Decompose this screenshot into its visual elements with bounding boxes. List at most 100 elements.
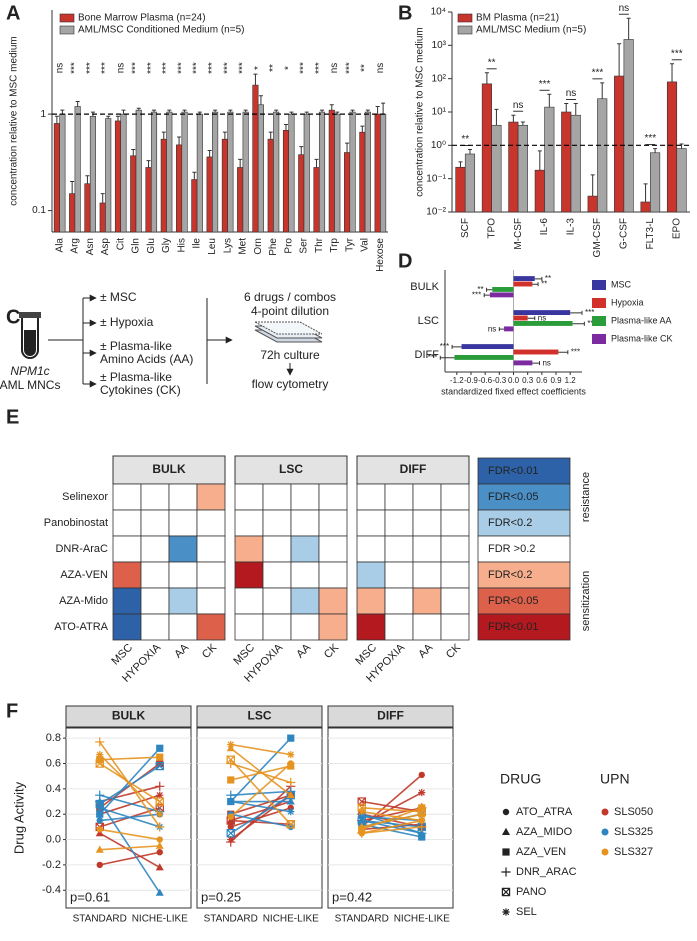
error-bar	[547, 93, 552, 108]
heatmap-cell	[112, 561, 142, 589]
y-axis-label: concentration relative to MSC medium	[9, 36, 20, 206]
significance-label: ***	[571, 347, 580, 356]
bar	[303, 113, 310, 233]
legend-label: Bone Marrow Plasma (n=24)	[78, 13, 206, 24]
bar	[328, 109, 335, 233]
heatmap-cell	[290, 613, 320, 641]
step: 6 drugs / combos	[244, 290, 336, 304]
bar	[53, 123, 60, 233]
error-bar	[314, 158, 319, 168]
facet-title: LSC	[279, 462, 303, 476]
significance-label: ***	[585, 308, 594, 317]
x-tick-label: NICHE-LIKE	[394, 914, 450, 925]
error-bar	[54, 115, 59, 124]
significance-label: ***	[146, 62, 157, 74]
error-bar	[136, 107, 141, 111]
bar	[313, 167, 320, 233]
y-tick-label: DIFF	[415, 349, 440, 361]
column-label: CK	[200, 641, 220, 661]
bar	[489, 292, 514, 298]
error-bar	[253, 73, 258, 86]
sample-label: AML MNCs	[0, 378, 60, 392]
significance-label: ***	[299, 62, 310, 74]
point	[95, 829, 104, 837]
significance-label: **	[268, 64, 279, 72]
error-bar	[243, 109, 248, 113]
row-label: Panobinostat	[44, 517, 108, 529]
legend-marker	[502, 908, 510, 916]
error-bar	[467, 148, 472, 154]
line	[230, 743, 291, 756]
x-tick-label: -0.3	[492, 376, 506, 385]
bar	[481, 83, 492, 213]
heatmap-cell	[318, 561, 348, 589]
line	[99, 756, 160, 761]
bar	[513, 349, 559, 355]
significance-label: ***	[539, 79, 551, 90]
error-bar	[572, 321, 585, 326]
significance-label: *	[253, 66, 264, 70]
error-bar	[222, 131, 227, 140]
line	[361, 819, 422, 828]
legend-swatch	[592, 280, 606, 290]
heatmap-cell	[262, 561, 292, 589]
error-bar	[70, 181, 75, 194]
tube-cap	[19, 312, 41, 318]
point	[156, 836, 163, 843]
legend-marker	[601, 828, 609, 836]
line	[99, 807, 160, 828]
heatmap-cell	[384, 613, 414, 641]
legend-swatch	[592, 316, 606, 326]
legend-label: AML/MSC Conditioned Medium (n=5)	[78, 25, 244, 36]
legend-label: FDR<0.01	[488, 621, 538, 633]
legend-swatch	[477, 613, 571, 641]
bar	[160, 138, 167, 233]
significance-label: ***	[592, 67, 604, 78]
error-bar	[207, 149, 212, 157]
x-tick-label: NICHE-LIKE	[263, 914, 319, 925]
panel-label: C	[6, 306, 20, 328]
point	[96, 817, 103, 824]
workflow-diagram: NPM1c AML MNCs ± MSC ± Hypoxia ± Plasma-…	[0, 290, 336, 397]
significance-label: ***	[644, 133, 656, 144]
point	[287, 734, 295, 742]
bar	[130, 155, 137, 233]
row-label: DNR-AraC	[55, 543, 108, 555]
bar	[513, 276, 535, 282]
bar	[561, 111, 572, 213]
heatmap-cell	[262, 509, 292, 537]
line	[361, 800, 422, 813]
y-tick-label: 10¹	[432, 107, 447, 118]
facet-strip	[327, 705, 454, 728]
x-tick-label: SCF	[460, 218, 471, 238]
error-bar	[511, 114, 516, 123]
bar	[517, 124, 528, 213]
point	[155, 781, 165, 791]
bar	[492, 287, 514, 292]
error-bar	[381, 102, 386, 115]
row-label: AZA-Mido	[59, 595, 108, 607]
y-tick-label: 0.4	[46, 783, 61, 795]
significance-label: ns	[513, 100, 524, 111]
facet-strip	[112, 455, 226, 485]
x-tick-label: STANDARD	[335, 914, 389, 925]
bar	[344, 152, 351, 233]
heatmap-cell	[356, 483, 386, 511]
significance-label: ***	[192, 62, 203, 74]
error-bar	[258, 95, 263, 105]
heatmap-cell	[440, 587, 470, 615]
significance-label: ***	[472, 290, 481, 299]
error-bar	[483, 293, 490, 298]
line	[99, 754, 161, 815]
x-tick-label: 0.6	[536, 376, 548, 385]
significance-label: ns	[542, 358, 550, 367]
bar	[374, 113, 381, 233]
x-tick-label: Tyr	[344, 237, 355, 252]
bar	[212, 111, 219, 233]
error-bar	[617, 43, 622, 77]
heatmap-cell	[196, 561, 226, 589]
x-tick-label: 0.0	[508, 376, 520, 385]
bar	[364, 111, 371, 233]
bar	[105, 118, 112, 233]
